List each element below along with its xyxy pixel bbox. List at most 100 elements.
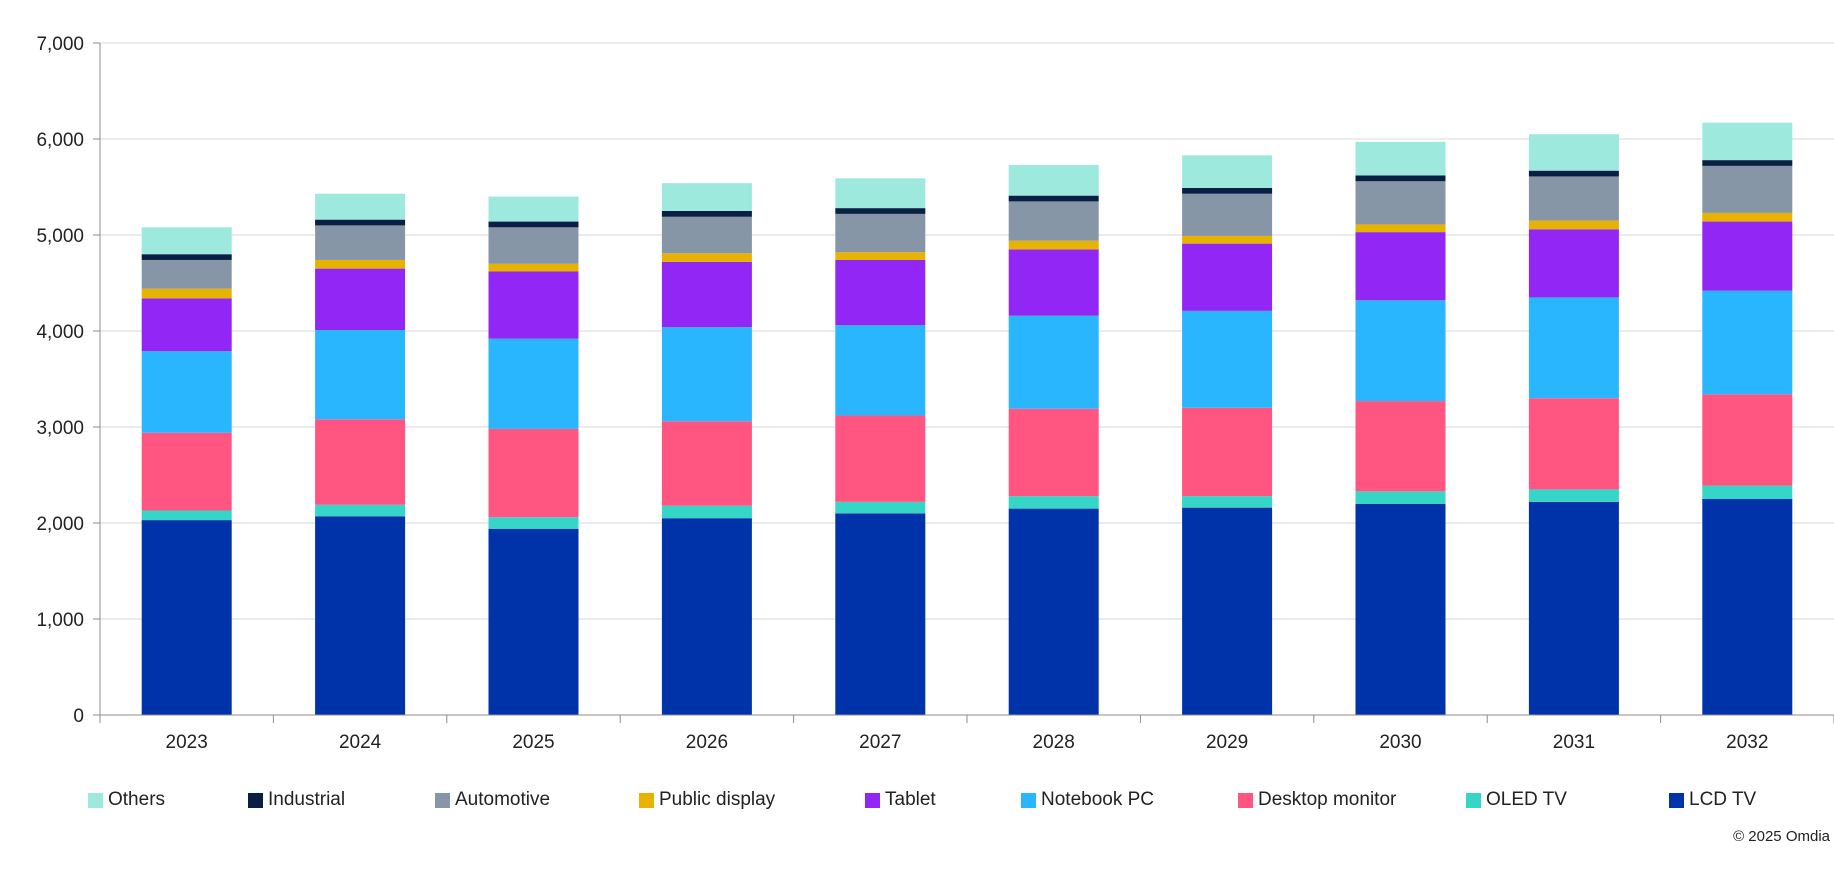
- bar-segment-oled-tv: [835, 501, 926, 514]
- bar-segment-tablet: [315, 268, 406, 331]
- bar-segment-tablet: [661, 261, 752, 328]
- x-tick-label: 2031: [1553, 732, 1595, 753]
- bar-segment-lcd-tv: [1008, 508, 1099, 715]
- bar-segment-others: [1008, 164, 1099, 196]
- legend-item-notebook-pc: Notebook PC: [1021, 787, 1154, 813]
- legend-swatch: [639, 792, 654, 808]
- legend: Others Industrial Automotive Public display…: [88, 787, 1788, 815]
- bar-segment-public-display: [1182, 235, 1273, 244]
- bar-segment-oled-tv: [488, 517, 579, 529]
- x-tick-label: 2032: [1726, 732, 1768, 753]
- legend-item-tablet: Tablet: [865, 787, 936, 813]
- x-tick-label: 2024: [339, 732, 382, 753]
- y-axis-tick-labels: 0 1,000 2,000 3,000 4,000 5,000 6,000 7,000: [36, 34, 84, 727]
- legend-item-others: Others: [88, 787, 165, 813]
- x-tick-label: 2023: [166, 732, 208, 753]
- bar-segment-industrial: [1702, 160, 1793, 166]
- bar-segment-desktop-monitor: [141, 432, 232, 511]
- bar-segment-public-display: [488, 263, 579, 272]
- legend-label: Industrial: [268, 789, 346, 810]
- legend-label: Desktop monitor: [1258, 789, 1397, 810]
- bar-segment-notebook-pc: [315, 330, 406, 420]
- bar-segment-automotive: [835, 213, 926, 253]
- bar-segment-industrial: [661, 211, 752, 217]
- bar-segment-industrial: [1528, 170, 1619, 177]
- x-tick-label: 2026: [686, 732, 728, 753]
- bar-segment-others: [661, 183, 752, 211]
- bar-segment-public-display: [1008, 240, 1099, 250]
- bar-segment-notebook-pc: [488, 338, 579, 429]
- x-axis-tick-labels: 2023 2024 2025 2026 2027 2028 2029 2030 2031 2032: [166, 732, 1769, 753]
- bar-segment-lcd-tv: [488, 528, 579, 715]
- bar-segment-public-display: [315, 259, 406, 269]
- bar-segment-tablet: [1182, 243, 1273, 311]
- legend-item-desktop-monitor: Desktop monitor: [1238, 787, 1396, 813]
- bar-segment-lcd-tv: [1182, 507, 1273, 715]
- x-tick-label: 2030: [1379, 732, 1421, 753]
- y-tick-label: 4,000: [36, 322, 84, 343]
- bar-segment-notebook-pc: [141, 351, 232, 433]
- bar-segment-desktop-monitor: [1182, 407, 1273, 497]
- bar-segment-lcd-tv: [661, 518, 752, 715]
- bar-segment-automotive: [141, 259, 232, 289]
- bar-segment-notebook-pc: [1702, 290, 1793, 395]
- bar-segment-others: [835, 178, 926, 209]
- bar-segment-notebook-pc: [1008, 315, 1099, 409]
- bar-segment-oled-tv: [1528, 489, 1619, 502]
- legend-item-public-display: Public display: [639, 787, 775, 813]
- legend-label: Tablet: [885, 789, 936, 810]
- bars: [141, 122, 1793, 715]
- legend-swatch: [865, 792, 880, 808]
- bar-segment-notebook-pc: [1355, 300, 1446, 402]
- legend-label: Others: [108, 789, 166, 810]
- bar-segment-others: [1355, 141, 1446, 176]
- bar-segment-others: [315, 193, 406, 220]
- bar-segment-industrial: [1182, 187, 1273, 194]
- bar-segment-automotive: [1182, 193, 1273, 236]
- y-tick-label: 0: [73, 706, 84, 727]
- legend-item-industrial: Industrial: [248, 787, 345, 813]
- bar-segment-notebook-pc: [835, 325, 926, 416]
- y-tick-label: 3,000: [36, 418, 84, 439]
- bar-segment-desktop-monitor: [315, 419, 406, 505]
- bar-segment-oled-tv: [1355, 491, 1446, 504]
- bar-segment-public-display: [1702, 212, 1793, 222]
- bar-segment-oled-tv: [1702, 485, 1793, 499]
- legend-swatch: [1466, 792, 1481, 808]
- bar-segment-industrial: [488, 221, 579, 228]
- x-tick-label: 2025: [512, 732, 554, 753]
- bar-segment-oled-tv: [315, 504, 406, 517]
- bar-segment-desktop-monitor: [835, 415, 926, 502]
- bar-segment-automotive: [1355, 181, 1446, 225]
- x-tick-label: 2027: [859, 732, 901, 753]
- copyright-note: © 2025 Omdia: [1733, 828, 1830, 845]
- bar-segment-oled-tv: [661, 505, 752, 519]
- bar-segment-others: [141, 227, 232, 255]
- bar-segment-others: [488, 196, 579, 222]
- bar-segment-tablet: [835, 259, 926, 326]
- bar-segment-public-display: [1355, 224, 1446, 233]
- bar-segment-lcd-tv: [1355, 503, 1446, 715]
- bar-segment-others: [1528, 134, 1619, 171]
- bar-segment-automotive: [315, 225, 406, 260]
- bar-segment-public-display: [835, 252, 926, 260]
- bar-segment-lcd-tv: [141, 520, 232, 715]
- bar-segment-tablet: [141, 298, 232, 352]
- bar-segment-desktop-monitor: [1355, 401, 1446, 492]
- legend-label: LCD TV: [1689, 789, 1757, 810]
- bar-segment-industrial: [141, 254, 232, 260]
- bar-segment-desktop-monitor: [661, 421, 752, 506]
- bar-segment-oled-tv: [141, 510, 232, 521]
- bar-segment-desktop-monitor: [488, 428, 579, 518]
- bar-segment-industrial: [1008, 195, 1099, 202]
- bar-segment-others: [1702, 122, 1793, 161]
- axes: [93, 42, 1834, 723]
- x-tick-label: 2028: [1033, 732, 1075, 753]
- bar-segment-desktop-monitor: [1008, 408, 1099, 497]
- legend-swatch: [1238, 792, 1253, 808]
- legend-label: Notebook PC: [1041, 789, 1155, 810]
- bar-segment-others: [1182, 155, 1273, 188]
- legend-label: Public display: [659, 789, 776, 810]
